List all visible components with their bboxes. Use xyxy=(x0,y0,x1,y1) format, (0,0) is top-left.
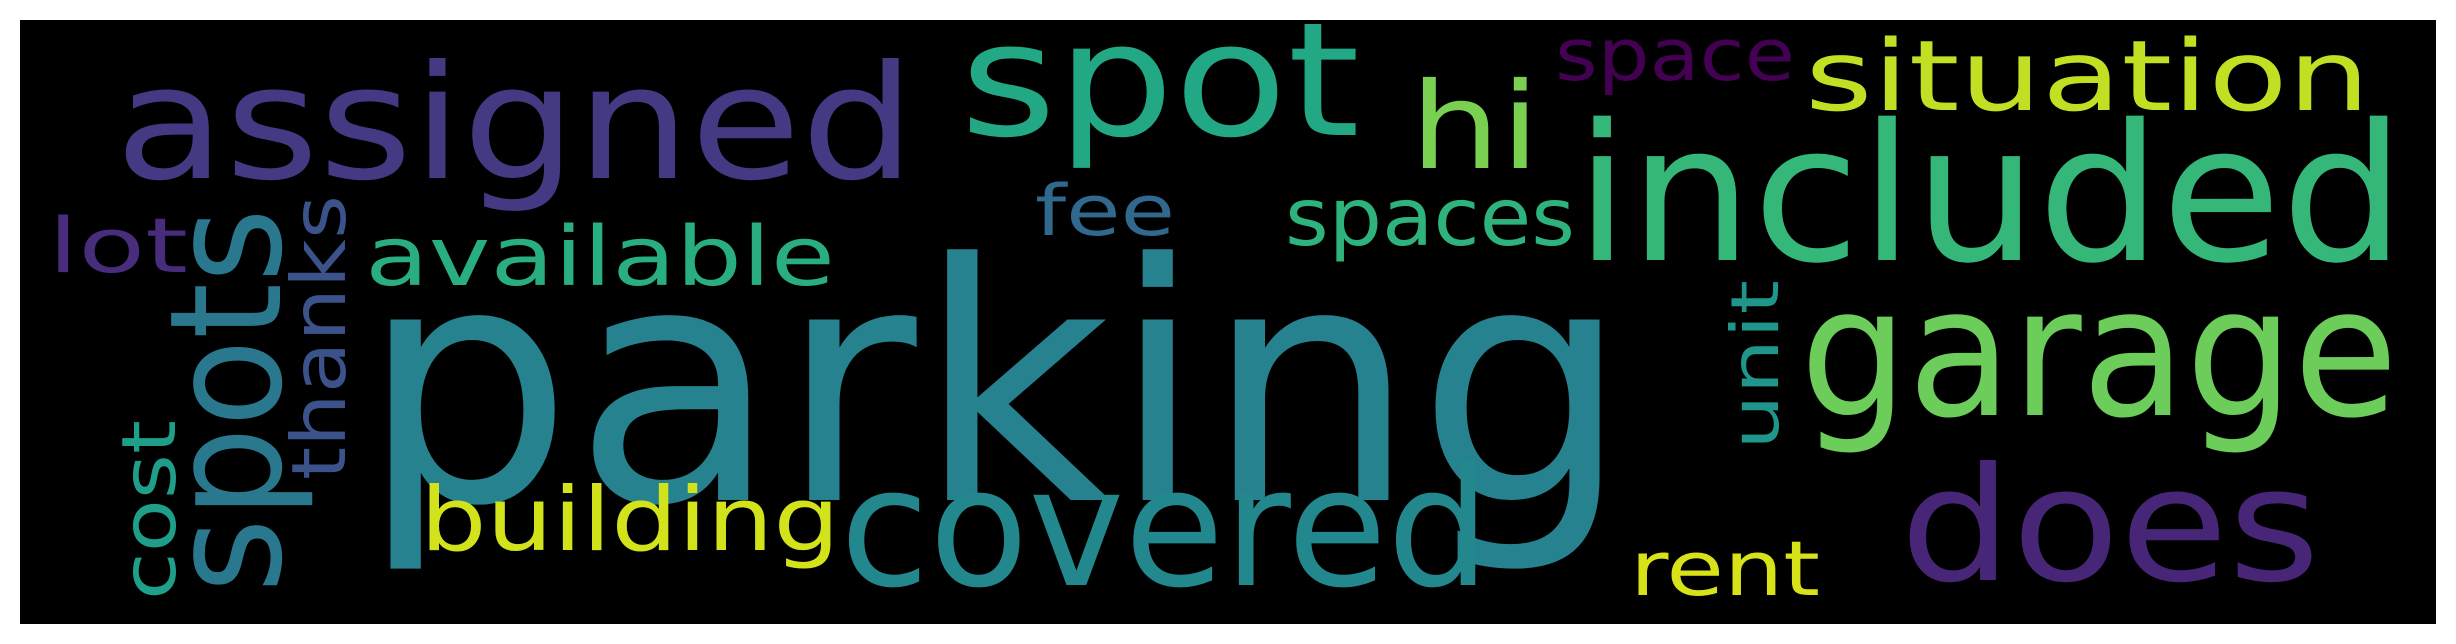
word-rent: rent xyxy=(1630,524,1820,613)
word-space: space xyxy=(1555,20,1795,97)
word-garage: garage xyxy=(1800,249,2398,458)
word-spot: spot xyxy=(960,20,1360,173)
word-assigned: assigned xyxy=(115,32,915,216)
word-parking: parking xyxy=(360,194,1630,578)
word-spots: spots xyxy=(136,208,317,593)
word-available: available xyxy=(365,210,835,305)
word-unit: unit xyxy=(1717,280,1794,450)
word-lot: lot xyxy=(48,201,188,290)
word-spaces: spaces xyxy=(1285,171,1575,264)
word-building: building xyxy=(420,468,840,571)
word-cloud: parking included garage assigned spot co… xyxy=(20,20,2436,624)
word-cost: cost xyxy=(105,420,193,600)
word-fee: fee xyxy=(1035,170,1175,252)
word-hi: hi xyxy=(1410,58,1540,197)
word-does: does xyxy=(1900,434,2320,618)
word-cloud-svg: parking included garage assigned spot co… xyxy=(48,20,2405,624)
word-covered: covered xyxy=(840,432,1490,624)
word-thanks: thanks xyxy=(275,195,363,480)
word-included: included xyxy=(1575,84,2405,305)
word-situation: situation xyxy=(1805,20,2370,134)
